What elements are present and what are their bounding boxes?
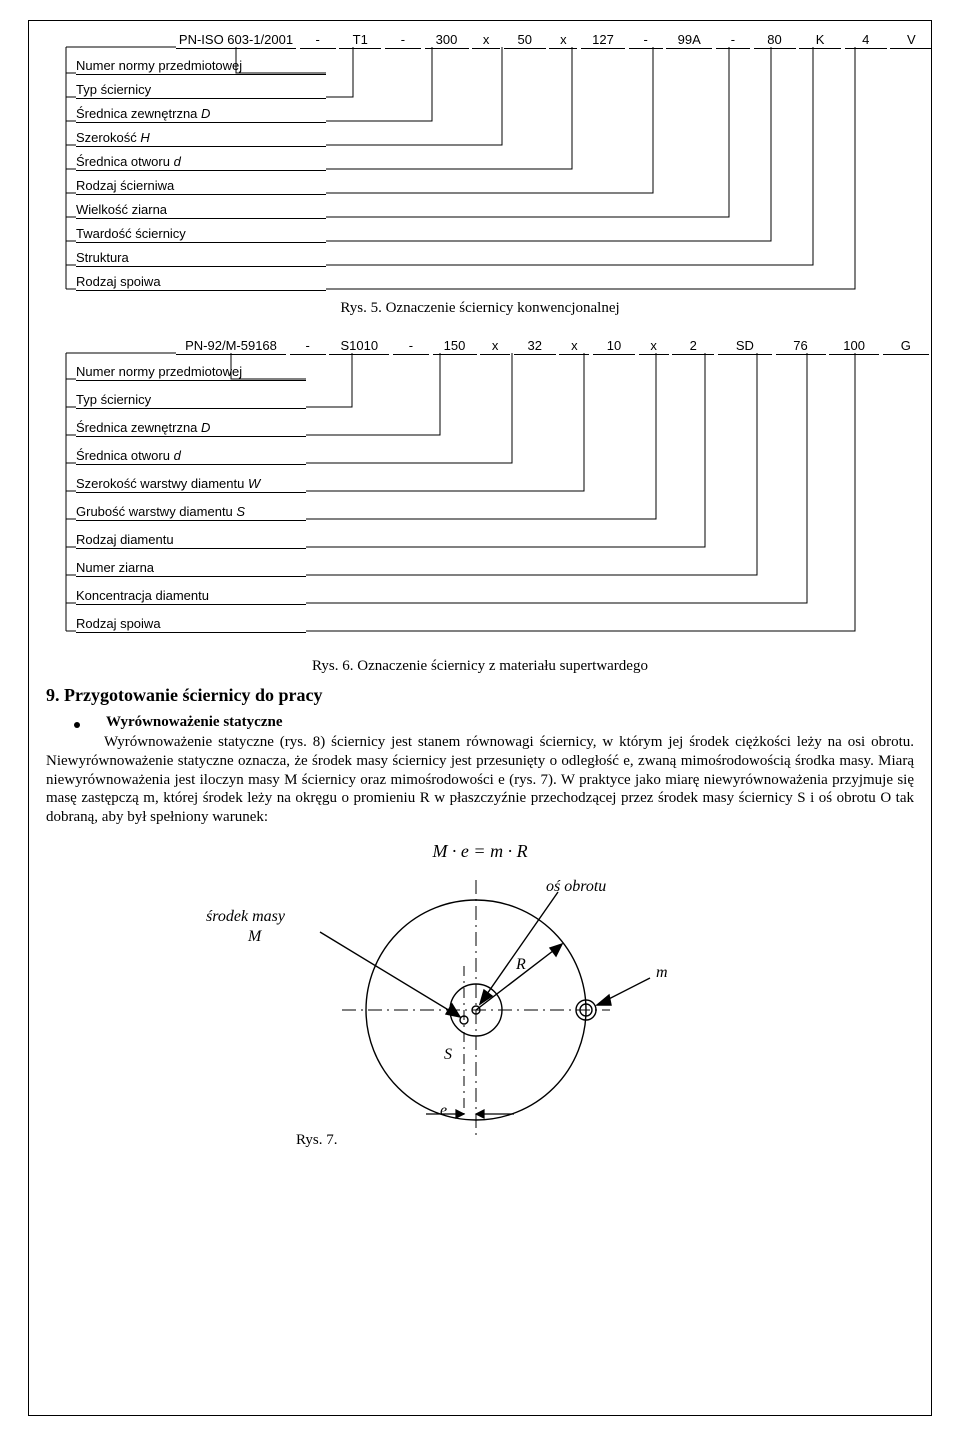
d2-diam-kind: SD xyxy=(718,338,772,355)
d1-abrasive: 99A xyxy=(666,32,712,49)
label-mass-center: środek masy xyxy=(206,908,285,926)
d1-sep-4: - xyxy=(716,32,750,49)
d1-D: 300 xyxy=(425,32,469,49)
d1-label-3: Szerokość H xyxy=(76,130,326,147)
label-M: M xyxy=(248,928,261,946)
d2-d: 32 xyxy=(514,338,556,355)
caption-rys6: Rys. 6. Oznaczenie ściernicy z materiału… xyxy=(46,658,914,675)
figure-7-svg xyxy=(46,870,914,1150)
d1-label-0: Numer normy przedmiotowej xyxy=(76,58,326,75)
d1-label-6: Wielkość ziarna xyxy=(76,202,326,219)
caption-rys5: Rys. 5. Oznaczenie ściernicy konwencjona… xyxy=(46,300,914,317)
d1-label-5: Rodzaj ścierniwa xyxy=(76,178,326,195)
d2-x-2: x xyxy=(559,338,589,355)
d1-d: 127 xyxy=(581,32,625,49)
d2-grain-no: 76 xyxy=(776,338,826,355)
diagram-1: PN-ISO 603-1/2001 - T1 - 300 x 50 x 127 … xyxy=(46,30,914,330)
d2-x-3: x xyxy=(639,338,669,355)
spec-line-1: PN-ISO 603-1/2001 - T1 - 300 x 50 x 127 … xyxy=(176,32,932,49)
d1-standard: PN-ISO 603-1/2001 xyxy=(176,32,296,49)
spec-line-2: PN-92/M-59168 - S1010 - 150 x 32 x 10 x … xyxy=(176,338,929,355)
d2-W: 10 xyxy=(593,338,635,355)
d2-x-1: x xyxy=(480,338,510,355)
d1-sep-2: - xyxy=(385,32,421,49)
label-S: S xyxy=(444,1046,452,1064)
equation: M · e = m · R xyxy=(46,841,914,862)
d2-label-6: Rodzaj diamentu xyxy=(76,532,306,549)
d2-standard: PN-92/M-59168 xyxy=(176,338,286,355)
d1-hardness: K xyxy=(799,32,841,49)
d2-label-8: Koncentracja diamentu xyxy=(76,588,306,605)
bullet-balance: Wyrównoważenie statyczne xyxy=(46,714,914,731)
d1-label-4: Średnica otworu d xyxy=(76,154,326,171)
label-e: e xyxy=(440,1102,447,1120)
d1-sep-3: - xyxy=(629,32,663,49)
d2-sep-2: - xyxy=(393,338,429,355)
figure-7: środek masy M oś obrotu R m S e xyxy=(46,870,914,1150)
d1-sep-1: - xyxy=(300,32,336,49)
d2-label-7: Numer ziarna xyxy=(76,560,306,577)
d1-structure: 4 xyxy=(845,32,887,49)
d2-conc: 100 xyxy=(829,338,879,355)
d2-type: S1010 xyxy=(329,338,389,355)
d2-label-1: Typ ściernicy xyxy=(76,392,306,409)
bullet-title: Wyrównoważenie statyczne xyxy=(106,714,282,731)
eqn-text: M · e = m · R xyxy=(432,841,527,861)
label-R: R xyxy=(516,956,526,974)
label-axis: oś obrotu xyxy=(546,878,606,896)
d1-label-1: Typ ściernicy xyxy=(76,82,326,99)
d2-label-5: Grubość warstwy diamentu S xyxy=(76,504,306,521)
heading-9: 9. Przygotowanie ściernicy do pracy xyxy=(46,685,914,706)
d1-x-2: x xyxy=(549,32,577,49)
d2-bond: G xyxy=(883,338,929,355)
d2-D: 150 xyxy=(433,338,477,355)
bullet-dot-icon xyxy=(74,722,80,728)
d1-label-8: Struktura xyxy=(76,250,326,267)
d1-label-2: Średnica zewnętrzna D xyxy=(76,106,326,123)
label-m: m xyxy=(656,964,668,982)
d2-sep-1: - xyxy=(290,338,326,355)
d2-label-2: Średnica zewnętrzna D xyxy=(76,420,306,437)
d1-label-9: Rodzaj spoiwa xyxy=(76,274,326,291)
d2-connector-lines xyxy=(46,336,914,656)
content-container: PN-ISO 603-1/2001 - T1 - 300 x 50 x 127 … xyxy=(28,20,932,1416)
d1-type: T1 xyxy=(339,32,381,49)
diagram-2: PN-92/M-59168 - S1010 - 150 x 32 x 10 x … xyxy=(46,336,914,656)
d1-grain: 80 xyxy=(754,32,796,49)
d2-S: 2 xyxy=(672,338,714,355)
d1-label-7: Twardość ściernicy xyxy=(76,226,326,243)
paragraph: Wyrównoważenie statyczne (rys. 8) ściern… xyxy=(46,733,914,827)
d2-label-9: Rodzaj spoiwa xyxy=(76,616,306,633)
d2-label-3: Średnica otworu d xyxy=(76,448,306,465)
d1-H: 50 xyxy=(504,32,546,49)
d1-x-1: x xyxy=(472,32,500,49)
d2-label-0: Numer normy przedmiotowej xyxy=(76,364,306,381)
d1-bond: V xyxy=(890,32,932,49)
d2-label-4: Szerokość warstwy diamentu W xyxy=(76,476,306,493)
